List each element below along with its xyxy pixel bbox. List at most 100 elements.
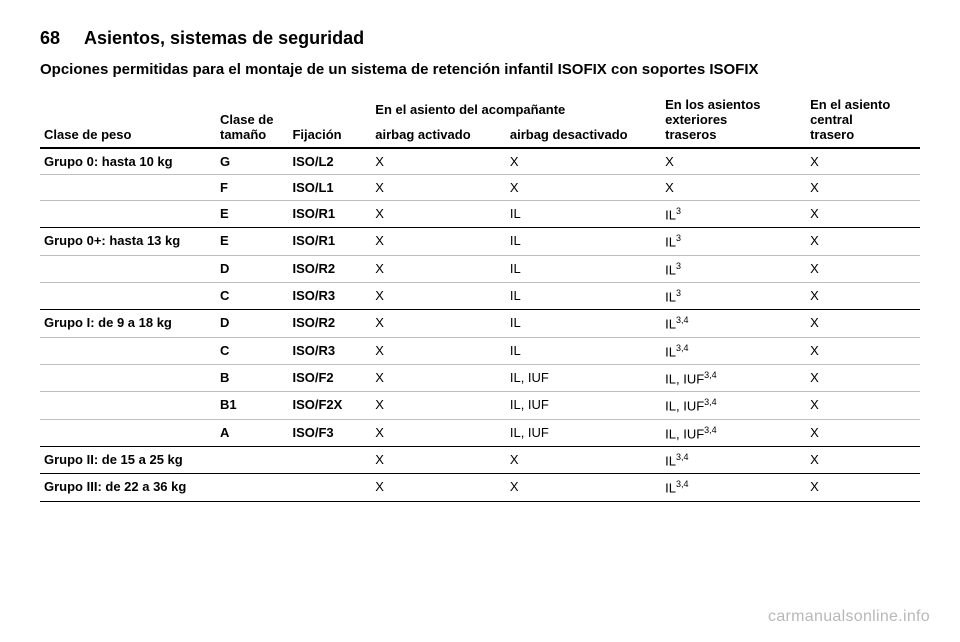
cell-airbag-off: IL, IUF bbox=[506, 392, 661, 419]
cell-group: Grupo 0: hasta 10 kg bbox=[40, 148, 216, 175]
cell-airbag-on: X bbox=[371, 255, 506, 282]
cell-airbag-off: IL bbox=[506, 201, 661, 228]
cell-rear-outer: IL3 bbox=[661, 255, 806, 282]
cell-rear-outer: IL, IUF3,4 bbox=[661, 364, 806, 391]
cell-airbag-off: X bbox=[506, 474, 661, 501]
isofix-table: Clase de peso Clase de tamaño Fijación E… bbox=[40, 92, 920, 502]
cell-airbag-on: X bbox=[371, 201, 506, 228]
cell-fix: ISO/R1 bbox=[288, 228, 371, 255]
th-rear-outer: En los asientos exteriores traseros bbox=[661, 92, 806, 148]
cell-fix: ISO/R2 bbox=[288, 310, 371, 337]
cell-group bbox=[40, 255, 216, 282]
cell-fix: ISO/R1 bbox=[288, 201, 371, 228]
cell-rear-outer: IL3 bbox=[661, 201, 806, 228]
page-root: 68 Asientos, sistemas de seguridad Opcio… bbox=[0, 0, 960, 502]
cell-size: E bbox=[216, 201, 288, 228]
cell-rear-outer: IL3 bbox=[661, 282, 806, 309]
cell-airbag-on: X bbox=[371, 175, 506, 201]
cell-airbag-off: IL bbox=[506, 228, 661, 255]
cell-rear-outer: IL3,4 bbox=[661, 337, 806, 364]
cell-size: A bbox=[216, 419, 288, 446]
cell-rear-center: X bbox=[806, 364, 920, 391]
cell-rear-outer: X bbox=[661, 148, 806, 175]
cell-airbag-on: X bbox=[371, 228, 506, 255]
cell-rear-outer: IL, IUF3,4 bbox=[661, 419, 806, 446]
cell-fix: ISO/R3 bbox=[288, 282, 371, 309]
cell-fix bbox=[288, 474, 371, 501]
cell-airbag-off: X bbox=[506, 148, 661, 175]
cell-airbag-on: X bbox=[371, 148, 506, 175]
th-airbag-off: airbag desactivado bbox=[506, 122, 661, 148]
cell-rear-outer: IL3 bbox=[661, 228, 806, 255]
cell-airbag-on: X bbox=[371, 337, 506, 364]
cell-airbag-on: X bbox=[371, 474, 506, 501]
cell-group bbox=[40, 337, 216, 364]
cell-rear-outer: IL3,4 bbox=[661, 474, 806, 501]
table-row: Grupo II: de 15 a 25 kgXXIL3,4X bbox=[40, 446, 920, 473]
cell-airbag-on: X bbox=[371, 446, 506, 473]
cell-rear-center: X bbox=[806, 201, 920, 228]
cell-size: G bbox=[216, 148, 288, 175]
page-header: 68 Asientos, sistemas de seguridad bbox=[40, 28, 920, 49]
cell-rear-center: X bbox=[806, 392, 920, 419]
cell-airbag-off: IL, IUF bbox=[506, 419, 661, 446]
cell-rear-center: X bbox=[806, 148, 920, 175]
table-row: BISO/F2XIL, IUFIL, IUF3,4X bbox=[40, 364, 920, 391]
cell-size: B bbox=[216, 364, 288, 391]
cell-airbag-off: IL bbox=[506, 282, 661, 309]
table-row: Grupo III: de 22 a 36 kgXXIL3,4X bbox=[40, 474, 920, 501]
cell-group bbox=[40, 392, 216, 419]
cell-fix: ISO/F2 bbox=[288, 364, 371, 391]
cell-airbag-on: X bbox=[371, 310, 506, 337]
cell-size bbox=[216, 446, 288, 473]
cell-group bbox=[40, 282, 216, 309]
cell-group: Grupo 0+: hasta 13 kg bbox=[40, 228, 216, 255]
table-row: Grupo 0+: hasta 13 kgEISO/R1XILIL3X bbox=[40, 228, 920, 255]
th-weight-class: Clase de peso bbox=[40, 92, 216, 148]
section-title: Asientos, sistemas de seguridad bbox=[84, 28, 364, 49]
cell-rear-outer: IL, IUF3,4 bbox=[661, 392, 806, 419]
cell-rear-center: X bbox=[806, 175, 920, 201]
table-row: CISO/R3XILIL3,4X bbox=[40, 337, 920, 364]
cell-group bbox=[40, 364, 216, 391]
cell-fix: ISO/L1 bbox=[288, 175, 371, 201]
cell-rear-center: X bbox=[806, 474, 920, 501]
cell-rear-center: X bbox=[806, 419, 920, 446]
cell-fix: ISO/F2X bbox=[288, 392, 371, 419]
cell-fix: ISO/L2 bbox=[288, 148, 371, 175]
cell-airbag-on: X bbox=[371, 364, 506, 391]
cell-rear-center: X bbox=[806, 337, 920, 364]
cell-rear-center: X bbox=[806, 310, 920, 337]
cell-rear-center: X bbox=[806, 282, 920, 309]
cell-fix: ISO/R3 bbox=[288, 337, 371, 364]
cell-size: C bbox=[216, 282, 288, 309]
cell-rear-center: X bbox=[806, 446, 920, 473]
cell-rear-outer: X bbox=[661, 175, 806, 201]
cell-airbag-off: IL bbox=[506, 255, 661, 282]
th-size-class: Clase de tamaño bbox=[216, 92, 288, 148]
cell-group: Grupo III: de 22 a 36 kg bbox=[40, 474, 216, 501]
cell-airbag-on: X bbox=[371, 282, 506, 309]
cell-airbag-off: X bbox=[506, 175, 661, 201]
watermark: carmanualsonline.info bbox=[768, 608, 930, 626]
cell-size: B1 bbox=[216, 392, 288, 419]
cell-size: C bbox=[216, 337, 288, 364]
cell-fix: ISO/F3 bbox=[288, 419, 371, 446]
cell-rear-center: X bbox=[806, 255, 920, 282]
cell-size: E bbox=[216, 228, 288, 255]
cell-airbag-off: IL, IUF bbox=[506, 364, 661, 391]
table-row: EISO/R1XILIL3X bbox=[40, 201, 920, 228]
page-number: 68 bbox=[40, 28, 60, 49]
cell-size bbox=[216, 474, 288, 501]
cell-size: F bbox=[216, 175, 288, 201]
th-airbag-on: airbag activado bbox=[371, 122, 506, 148]
table-header: Clase de peso Clase de tamaño Fijación E… bbox=[40, 92, 920, 148]
table-row: FISO/L1XXXX bbox=[40, 175, 920, 201]
cell-size: D bbox=[216, 255, 288, 282]
th-passenger-span: En el asiento del acompañante bbox=[371, 92, 661, 122]
cell-group bbox=[40, 201, 216, 228]
th-fixation: Fijación bbox=[288, 92, 371, 148]
cell-fix bbox=[288, 446, 371, 473]
cell-rear-center: X bbox=[806, 228, 920, 255]
cell-rear-outer: IL3,4 bbox=[661, 446, 806, 473]
